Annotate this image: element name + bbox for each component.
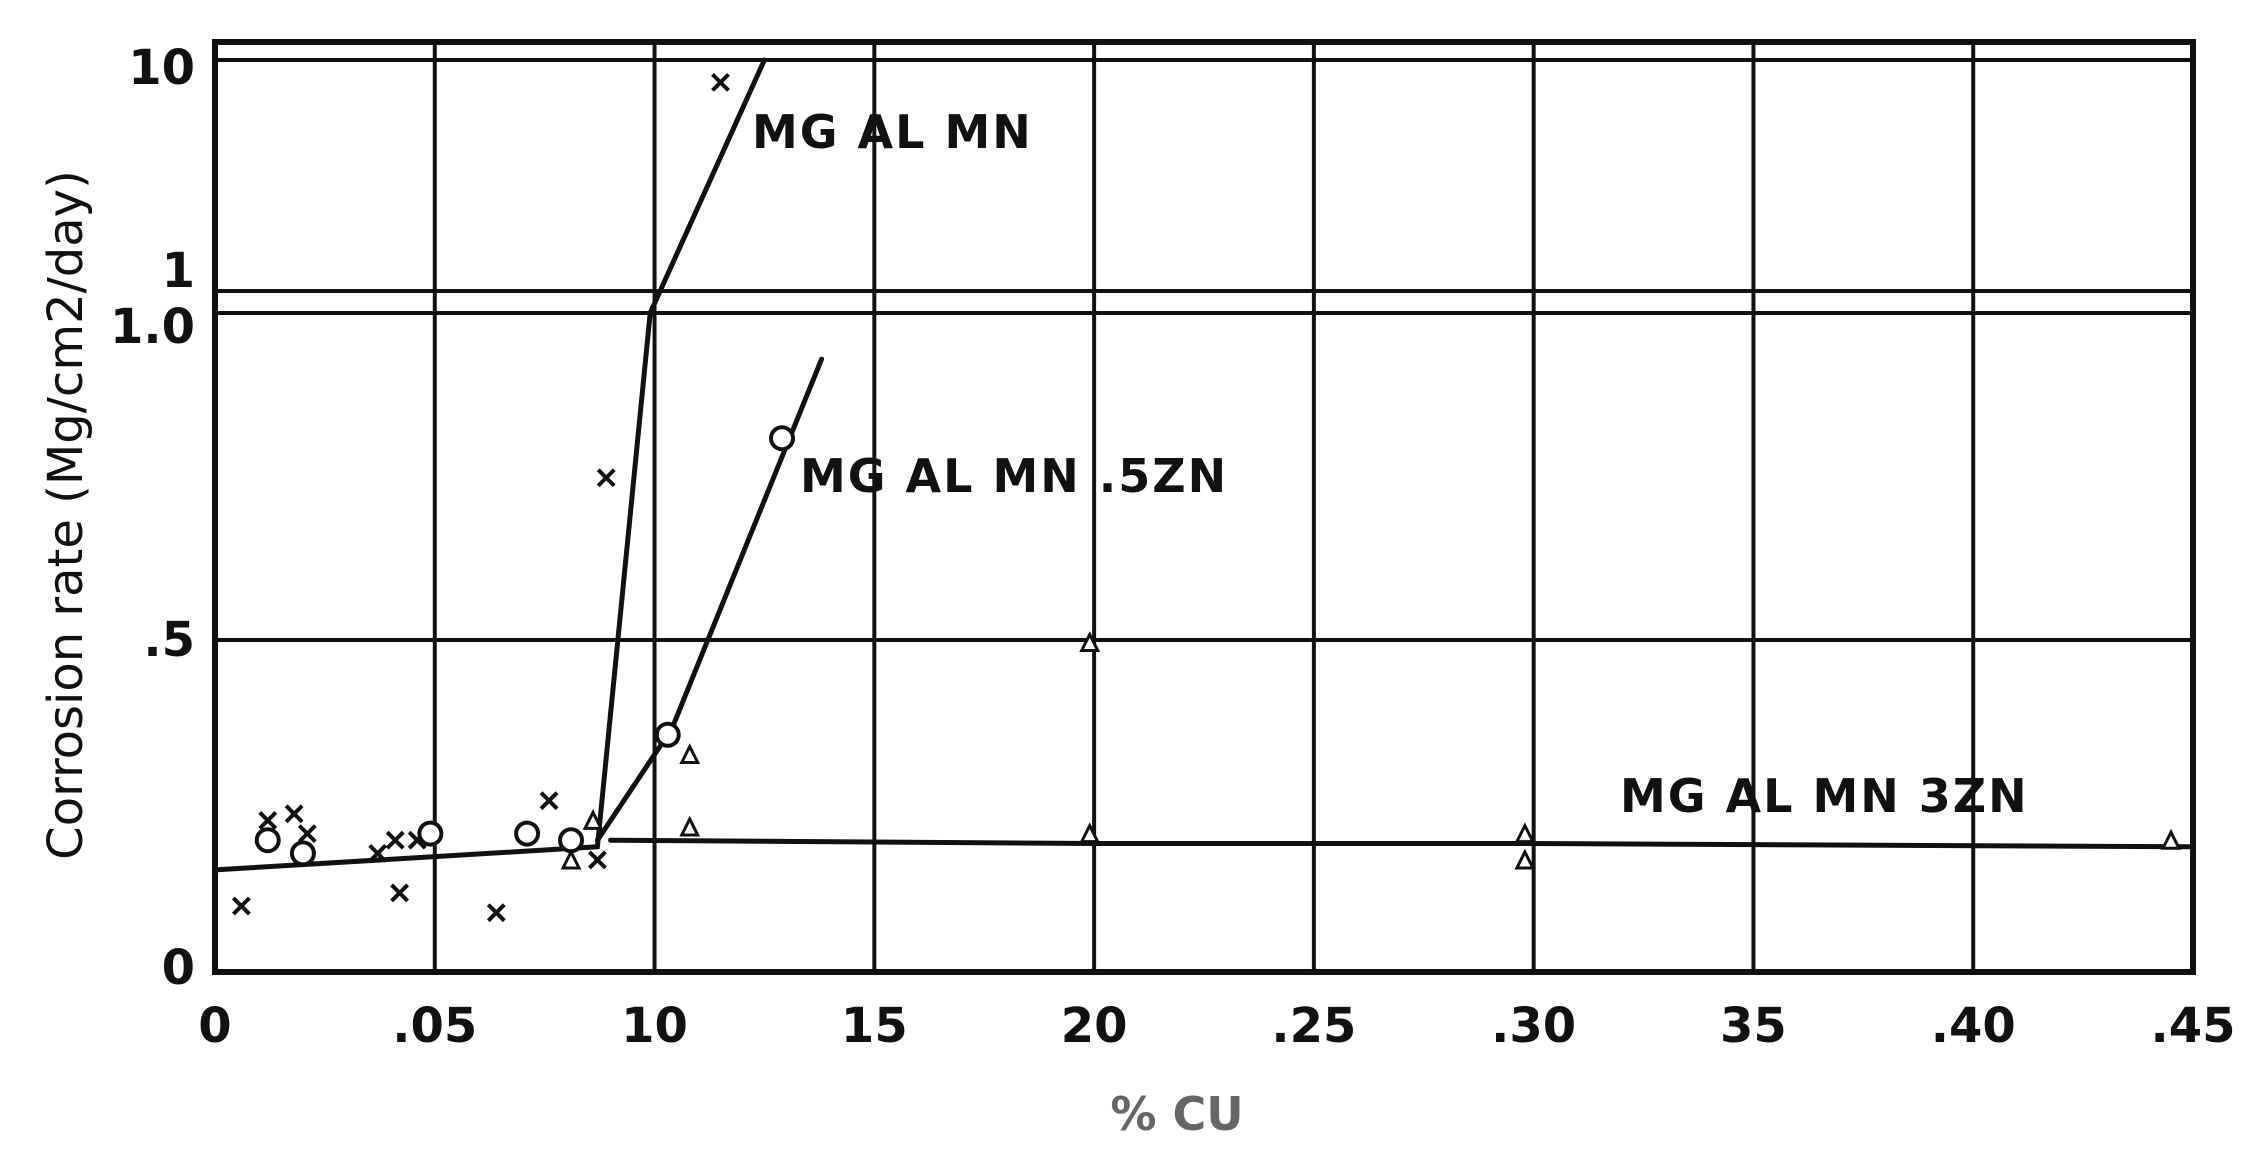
- data-point-x: [486, 903, 506, 923]
- data-point-triangle: [582, 809, 604, 830]
- data-point-triangle: [1079, 822, 1101, 844]
- data-point-triangle: [560, 848, 582, 870]
- series-line-0: [212, 57, 767, 873]
- data-point-circle: [254, 827, 281, 854]
- x-tick-label: .25: [1271, 998, 1356, 1054]
- x-tick-label: .45: [2150, 998, 2235, 1054]
- x-tick-label: .30: [1491, 998, 1576, 1054]
- data-point-x: [390, 883, 410, 903]
- x-tick-label: 35: [1720, 998, 1787, 1054]
- data-point-circle: [417, 820, 444, 847]
- x-tick-label: 15: [841, 998, 908, 1054]
- x-tick-label: 10: [621, 998, 688, 1054]
- data-point-circle: [558, 827, 585, 854]
- y-tick-label: 0: [162, 940, 195, 996]
- plot-frame: [212, 39, 2196, 975]
- y-tick-label: 1: [162, 243, 195, 299]
- series-label-mg-al-mn: MG AL MN: [752, 105, 1033, 159]
- data-point-x: [368, 843, 388, 863]
- data-point-x: [297, 824, 317, 844]
- data-point-triangle: [1514, 848, 1536, 870]
- data-point-x: [711, 72, 730, 92]
- data-point-x: [596, 468, 616, 488]
- data-point-triangle: [679, 743, 701, 765]
- data-point-x: [258, 811, 278, 830]
- series-points: [231, 72, 2182, 923]
- data-point-x: [539, 791, 559, 811]
- series-line-2: [608, 837, 2196, 850]
- plot-border: [212, 39, 2196, 975]
- data-point-circle: [769, 425, 796, 452]
- data-point-circle: [289, 840, 316, 867]
- data-point-circle: [654, 721, 681, 748]
- data-point-triangle: [1514, 822, 1536, 844]
- grid: [213, 42, 2195, 972]
- x-tick-label: .05: [392, 998, 477, 1054]
- tick-labels: 0 .05 10 15 20 .25 .30 35 .40 .45 0 .5 1.01 10: [110, 40, 2236, 1054]
- data-point-x: [284, 804, 304, 824]
- data-point-x: [231, 896, 251, 916]
- x-tick-label: 20: [1061, 998, 1128, 1054]
- data-point-x: [587, 850, 607, 870]
- data-point-circle: [514, 820, 541, 847]
- data-point-triangle: [679, 815, 701, 837]
- x-tick-label: 0: [198, 998, 231, 1054]
- data-point-triangle: [2160, 828, 2182, 850]
- y-tick-label: 1.0: [110, 299, 195, 355]
- series-label-mg-al-mn-3zn: MG AL MN 3ZN: [1620, 769, 2029, 823]
- x-axis-title: % CU: [1110, 1087, 1243, 1141]
- y-axis-title: Corrosion rate (Mg/cm2/day): [38, 170, 94, 860]
- data-point-triangle: [1079, 631, 1101, 652]
- data-point-x: [385, 830, 405, 850]
- y-tick-label: 10: [128, 40, 195, 96]
- series-label-mg-al-mn-5zn: MG AL MN .5ZN: [800, 449, 1228, 503]
- y-tick-label: .5: [143, 612, 195, 668]
- x-tick-label: .40: [1931, 998, 2016, 1054]
